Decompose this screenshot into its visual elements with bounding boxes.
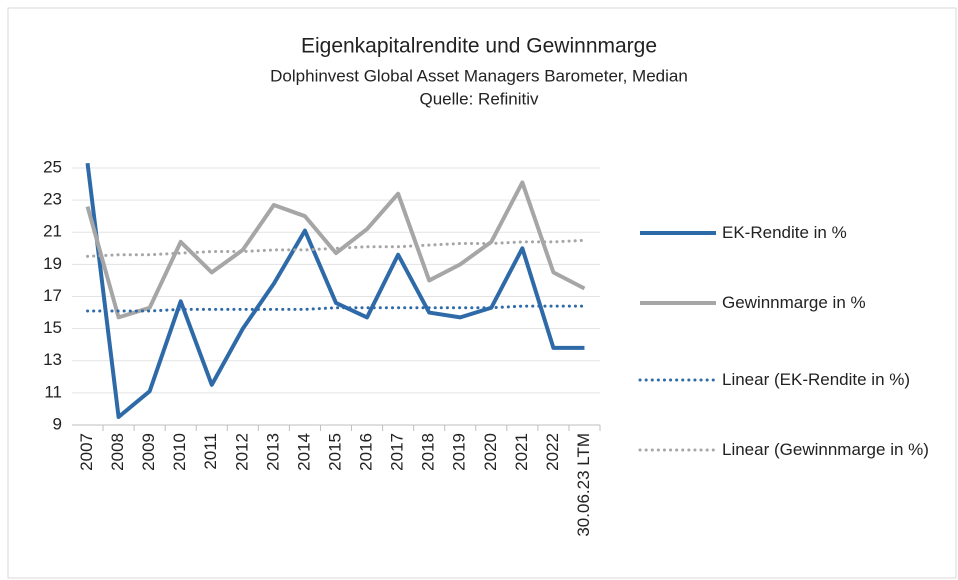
series-line <box>85 180 586 320</box>
y-tick-label: 9 <box>53 414 62 433</box>
x-tick-label: 2016 <box>357 433 376 471</box>
legend-label: Linear (EK-Rendite in %) <box>722 370 911 389</box>
chart-subtitle: Dolphinvest Global Asset Managers Barome… <box>270 66 688 85</box>
y-tick-label: 11 <box>44 382 62 401</box>
y-tick-label: 23 <box>43 190 62 209</box>
trend-line <box>86 238 586 258</box>
chart-subtitle: Quelle: Refinitiv <box>419 89 539 108</box>
y-tick-label: 17 <box>43 286 62 305</box>
y-tick-label: 19 <box>43 254 62 273</box>
x-tick-label: 2021 <box>512 433 531 471</box>
x-tick-label: 2022 <box>543 433 562 471</box>
x-tick-label: 2014 <box>294 433 313 471</box>
x-tick-label: 2018 <box>419 433 438 471</box>
x-tick-label: 2015 <box>325 433 344 471</box>
x-tick-label: 2008 <box>108 433 127 471</box>
chart-border <box>7 7 957 579</box>
y-tick-label: 15 <box>43 318 62 337</box>
legend-label: EK-Rendite in % <box>722 223 847 242</box>
y-tick-label: 13 <box>43 350 62 369</box>
x-tick-label: 2007 <box>77 433 96 471</box>
x-tick-label: 2020 <box>481 433 500 471</box>
x-tick-label: 2010 <box>170 433 189 471</box>
x-tick-label: 2019 <box>450 433 469 471</box>
legend-label: Linear (Gewinnmarge in %) <box>722 440 929 459</box>
y-tick-label: 25 <box>43 157 62 176</box>
legend-label: Gewinnmarge in % <box>722 293 866 312</box>
x-tick-label: 2011 <box>201 433 220 470</box>
trend-line <box>86 304 586 313</box>
chart-title: Eigenkapitalrendite und Gewinnmarge <box>301 35 657 58</box>
y-tick-label: 21 <box>43 222 62 241</box>
x-tick-label: 2013 <box>263 433 282 471</box>
x-tick-label: 2017 <box>388 433 407 471</box>
x-tick-label: 2012 <box>232 433 251 471</box>
series-line <box>85 162 585 419</box>
x-tick-label: 2009 <box>139 433 158 471</box>
x-tick-label: 30.06.23 LTM <box>574 433 593 537</box>
